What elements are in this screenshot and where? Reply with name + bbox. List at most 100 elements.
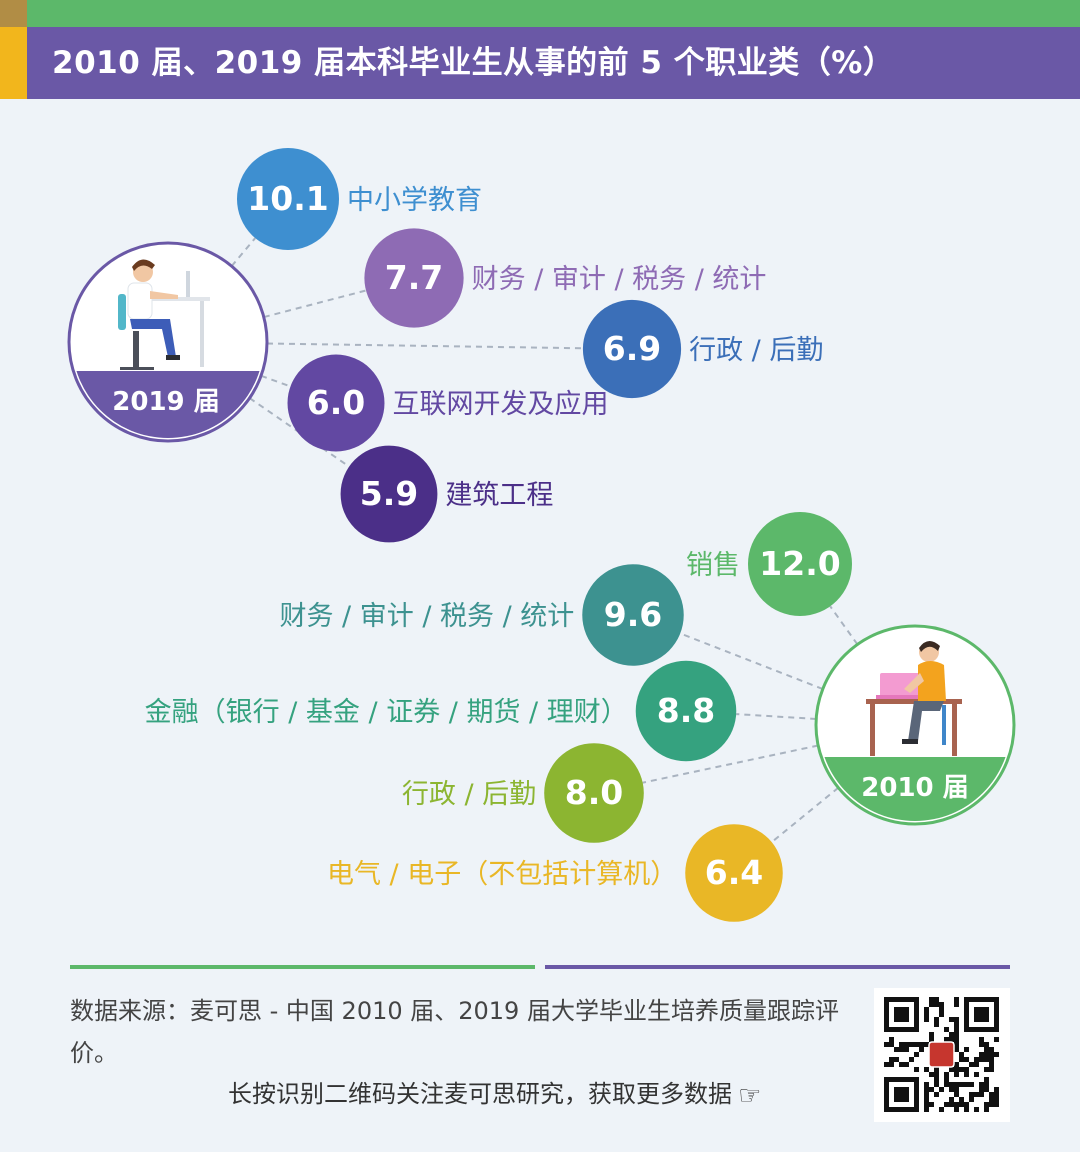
- footer-divider-purple: [545, 965, 1010, 969]
- data-bubble: 8.0 行政 / 后勤: [402, 743, 644, 843]
- qr-module: [984, 1077, 989, 1082]
- qr-module: [909, 1042, 914, 1047]
- qr-module: [939, 1012, 944, 1017]
- qr-module: [934, 1022, 939, 1027]
- bubble-value-label: 9.6: [604, 595, 662, 634]
- qr-module: [959, 1082, 964, 1087]
- bubble-value-label: 5.9: [360, 474, 418, 513]
- bubble-value-label: 6.9: [603, 329, 661, 368]
- qr-module: [989, 1062, 994, 1067]
- qr-module: [974, 1057, 979, 1062]
- qr-module: [939, 1002, 944, 1007]
- data-bubble: 6.0 互联网开发及应用: [287, 354, 608, 452]
- qr-module: [979, 1092, 984, 1097]
- bubble-circle: [685, 824, 783, 922]
- qr-module: [979, 1052, 984, 1057]
- top-color-bar: [0, 0, 1080, 27]
- qr-module: [989, 1067, 994, 1072]
- qr-module: [964, 1102, 969, 1107]
- qr-module: [954, 1017, 959, 1022]
- qr-module: [924, 1082, 929, 1087]
- bubble-category-label: 销售: [686, 550, 740, 581]
- qr-module: [969, 1092, 974, 1097]
- qr-module: [979, 1057, 984, 1062]
- qr-module: [944, 1082, 949, 1087]
- qr-module: [989, 1052, 994, 1057]
- qr-module: [929, 997, 934, 1002]
- qr-module: [954, 1092, 959, 1097]
- qr-module: [924, 1067, 929, 1072]
- qr-module: [934, 1002, 939, 1007]
- qr-module: [909, 1057, 914, 1062]
- qr-module: [964, 1057, 969, 1062]
- bubble-value-label: 10.1: [247, 179, 328, 218]
- qr-module: [929, 1032, 934, 1037]
- qr-module: [949, 1102, 954, 1107]
- qr-module: [934, 997, 939, 1002]
- qr-code[interactable]: [874, 988, 1010, 1122]
- connector-line: [263, 289, 367, 319]
- qr-module: [889, 1037, 894, 1042]
- qr-module: [954, 997, 959, 1002]
- qr-module: [929, 1037, 934, 1042]
- data-bubbles: 10.1 中小学教育 7.7 财务 / 审计 / 税务 / 统计6.9 行政 / 后勤6…: [145, 147, 852, 922]
- qr-module: [954, 1002, 959, 1007]
- qr-module: [989, 1057, 994, 1062]
- data-bubble: 6.9 行政 / 后勤: [582, 299, 823, 399]
- qr-module: [984, 1102, 989, 1107]
- bubble-circle: [287, 354, 385, 452]
- bubble-category-label: 财务 / 审计 / 税务 / 统计: [279, 601, 574, 632]
- qr-module: [939, 1107, 944, 1112]
- qr-module: [949, 1067, 954, 1072]
- qr-module: [934, 1082, 939, 1087]
- bubble-circle: [748, 512, 852, 616]
- qr-module: [954, 1067, 959, 1072]
- qr-module: [989, 1097, 994, 1102]
- bubble-category-label: 电气 / 电子（不包括计算机）: [327, 859, 677, 890]
- qr-module: [964, 1082, 969, 1087]
- top-corner-tab: [0, 0, 27, 27]
- bubble-circle: [635, 660, 737, 762]
- qr-module: [954, 1072, 959, 1077]
- qr-module: [934, 1017, 939, 1022]
- qr-module: [964, 1107, 969, 1112]
- person-desk-icon: [118, 259, 210, 370]
- qr-module: [989, 1102, 994, 1107]
- qr-module: [984, 1047, 989, 1052]
- qr-module: [929, 1087, 934, 1092]
- qr-module: [979, 1042, 984, 1047]
- qr-module: [949, 1032, 954, 1037]
- hub-label-2010: 2010 届: [861, 773, 968, 803]
- qr-module: [949, 1017, 954, 1022]
- qr-module: [949, 1097, 954, 1102]
- qr-module: [884, 1042, 889, 1047]
- qr-finder: [894, 1007, 909, 1022]
- hub-label-2019: 2019 届: [112, 387, 219, 417]
- qr-module: [889, 1062, 894, 1067]
- qr-module: [924, 1092, 929, 1097]
- qr-module: [889, 1057, 894, 1062]
- bubble-circle: [582, 564, 684, 666]
- qr-module: [979, 1037, 984, 1042]
- qr-module: [994, 1102, 999, 1107]
- qr-module: [939, 1087, 944, 1092]
- bubble-value-label: 8.0: [565, 773, 623, 812]
- data-bubble: 12.0 销售: [686, 512, 852, 616]
- connector-line: [736, 713, 817, 720]
- footer-divider-green: [70, 965, 535, 969]
- title-accent-bar: [0, 27, 27, 99]
- qr-module: [954, 1087, 959, 1092]
- data-bubble: 10.1 中小学教育: [236, 147, 482, 251]
- bubble-category-label: 中小学教育: [347, 185, 482, 216]
- qr-module: [964, 1067, 969, 1072]
- qr-module: [974, 1107, 979, 1112]
- qr-module: [929, 1102, 934, 1107]
- data-bubble: 7.7 财务 / 审计 / 税务 / 统计: [364, 228, 766, 328]
- qr-module: [954, 1027, 959, 1032]
- qr-module: [924, 1087, 929, 1092]
- qr-module: [954, 1102, 959, 1107]
- qr-module: [929, 1072, 934, 1077]
- qr-module: [919, 1042, 924, 1047]
- qr-module: [949, 1037, 954, 1042]
- qr-module: [959, 1052, 964, 1057]
